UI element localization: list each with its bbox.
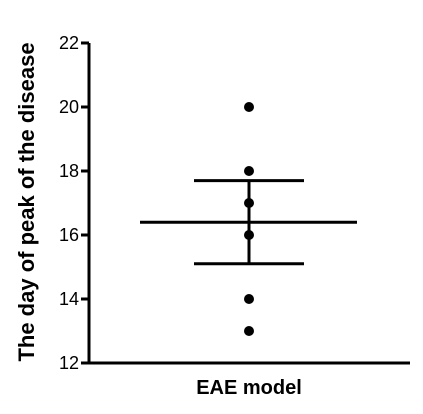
axes xyxy=(87,43,410,365)
data-points xyxy=(244,102,254,336)
y-tick-label: 20 xyxy=(59,97,79,117)
y-axis-label: The day of peak of the disease xyxy=(14,42,39,361)
y-ticks: 12 14 16 18 20 22 xyxy=(59,33,89,373)
y-tick-label: 14 xyxy=(59,289,79,309)
y-tick-label: 18 xyxy=(59,161,79,181)
category-label: EAE model xyxy=(196,377,302,399)
y-tick-label: 16 xyxy=(59,225,79,245)
data-point xyxy=(244,166,254,176)
data-point xyxy=(244,230,254,240)
y-tick-label: 22 xyxy=(59,33,79,53)
y-tick-label: 12 xyxy=(59,353,79,373)
data-point xyxy=(244,326,254,336)
data-point xyxy=(244,294,254,304)
data-point xyxy=(244,198,254,208)
error-bars xyxy=(140,179,357,266)
data-point xyxy=(244,102,254,112)
